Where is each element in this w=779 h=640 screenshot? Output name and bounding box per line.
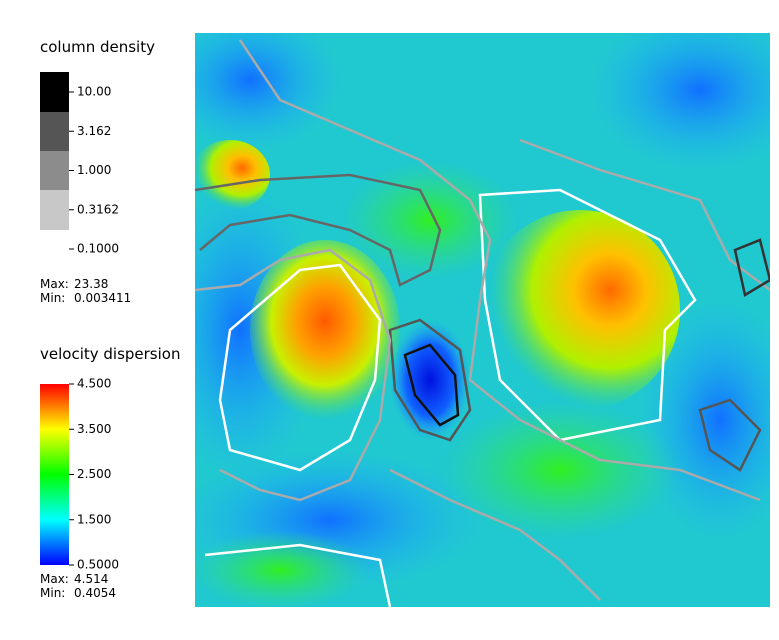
density-band [40, 151, 69, 190]
velocity-colorbar [40, 384, 69, 565]
field-region [390, 320, 470, 440]
min-prefix: Min: [40, 586, 65, 600]
max-label: Max: 23.38 [40, 277, 108, 291]
field-region [195, 33, 340, 150]
tick-label: 0.5000 [77, 558, 119, 572]
contour [218, 263, 382, 472]
tick-label: 3.500 [77, 422, 111, 436]
legend-title: velocity dispersion [40, 345, 180, 363]
contour [478, 188, 697, 442]
tick-label: 1.000 [77, 163, 111, 177]
density-band [40, 190, 69, 230]
contour [733, 238, 770, 297]
min-value: 0.003411 [74, 291, 131, 305]
contour [403, 343, 460, 427]
min-label: Min: 0.003411 [40, 291, 131, 305]
field-region [480, 210, 680, 410]
max-value: 4.514 [74, 572, 108, 586]
max-label: Max: 4.514 [40, 572, 108, 586]
tick-label: 2.500 [77, 467, 111, 481]
contour [204, 543, 392, 607]
contour [388, 318, 472, 442]
contour [195, 173, 442, 287]
field-region [590, 33, 770, 170]
tick-label: 0.3162 [77, 202, 119, 216]
legend-title: column density [40, 38, 155, 56]
tick-label: 4.500 [77, 377, 111, 391]
tick-label: 10.00 [77, 85, 111, 99]
density-band [40, 112, 69, 151]
contour [195, 248, 392, 502]
field-region [195, 530, 370, 607]
min-value: 0.4054 [74, 586, 116, 600]
field-image [195, 33, 770, 607]
contour [698, 398, 762, 472]
max-prefix: Max: [40, 572, 69, 586]
field-region [440, 400, 680, 540]
contour [389, 468, 601, 601]
field-region [340, 160, 520, 280]
field-region [195, 140, 270, 210]
contour [238, 39, 761, 502]
min-prefix: Min: [40, 291, 65, 305]
max-prefix: Max: [40, 277, 69, 291]
tick-label: 3.162 [77, 124, 111, 138]
contours [195, 39, 770, 607]
tick-label: 1.500 [77, 512, 111, 526]
density-band [40, 72, 69, 112]
field-region [250, 240, 400, 420]
tick-label: 0.1000 [77, 242, 119, 256]
max-value: 23.38 [74, 277, 108, 291]
min-label: Min: 0.4054 [40, 586, 116, 600]
contour [519, 138, 770, 291]
